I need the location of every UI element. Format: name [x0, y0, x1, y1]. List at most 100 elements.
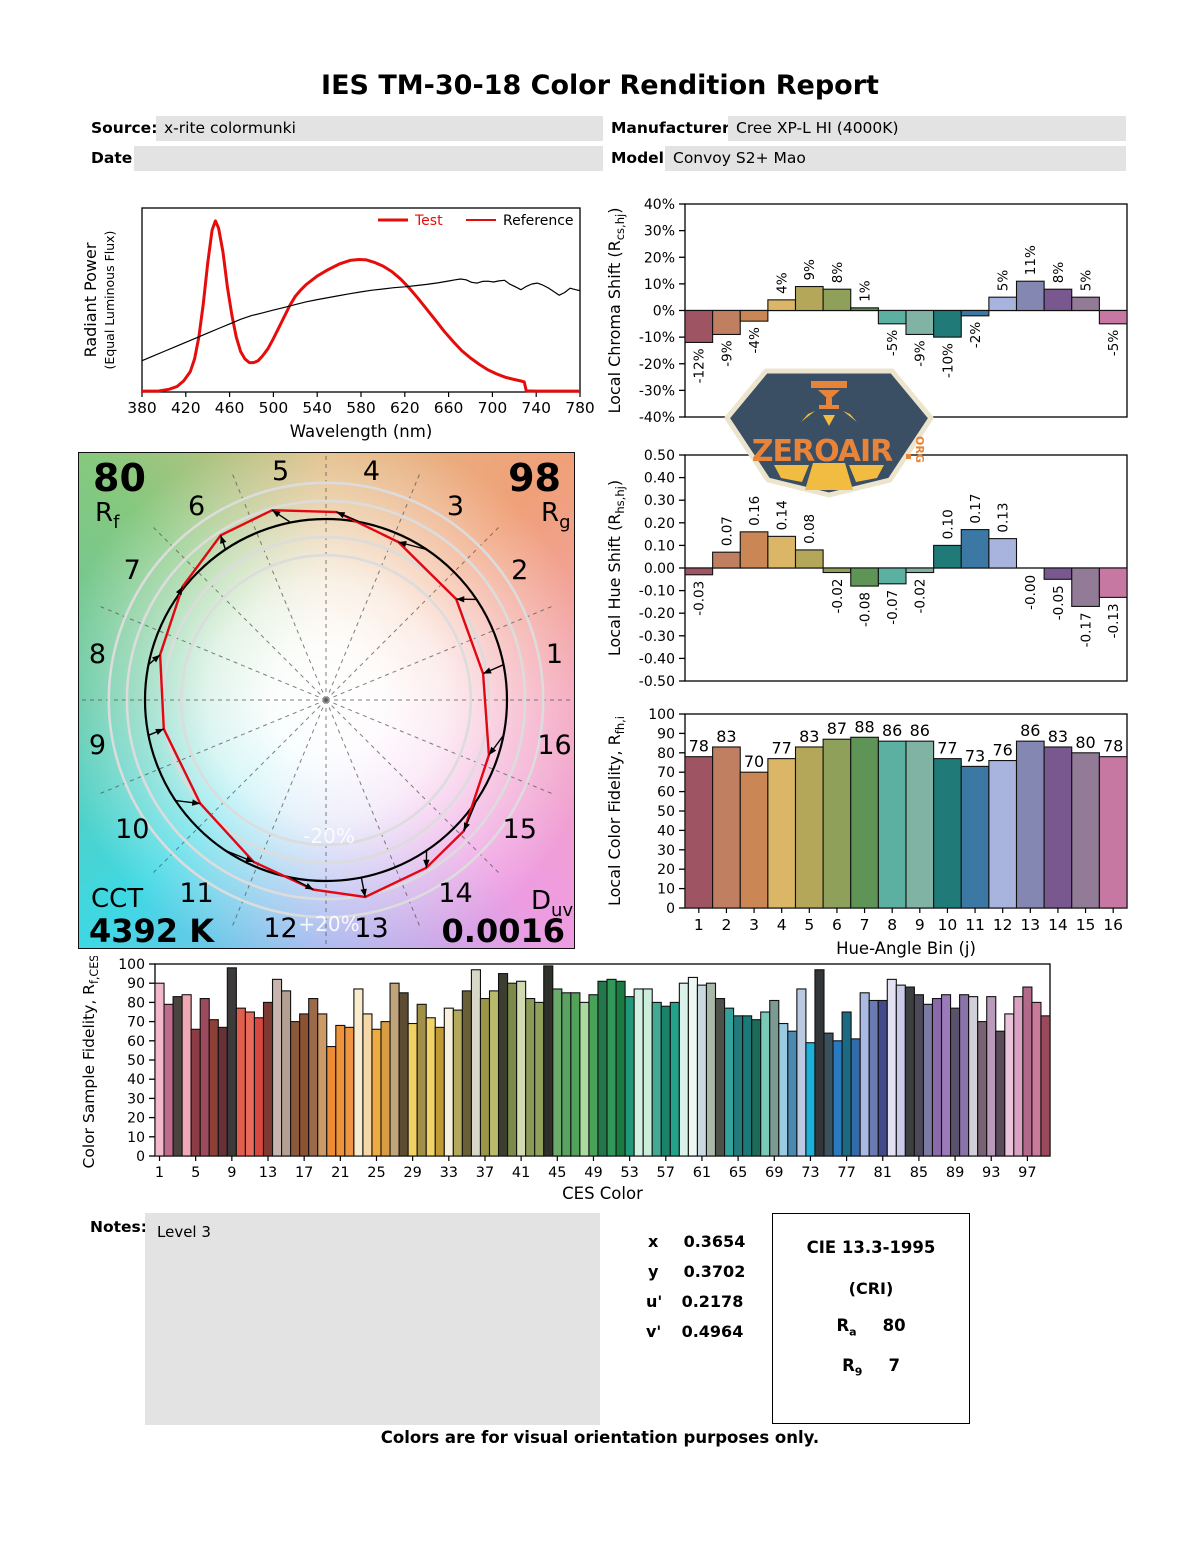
svg-text:5: 5 [272, 456, 289, 487]
svg-text:0.07: 0.07 [719, 516, 735, 546]
svg-text:0.20: 0.20 [644, 516, 675, 532]
chroma-shift-chart: 40% 30% 20% 10% 0% -10% -20% -30% -40% -12% -9% -4%… [605, 197, 1128, 426]
svg-text:9: 9 [915, 916, 925, 934]
cie-ra-value: 80 [882, 1316, 906, 1335]
svg-text:77: 77 [837, 1165, 855, 1181]
svg-text:16: 16 [537, 730, 571, 761]
svg-text:0.30: 0.30 [644, 493, 675, 509]
source-label: Source: [91, 119, 158, 137]
svg-text:-5%: -5% [885, 330, 901, 356]
svg-text:90: 90 [127, 976, 145, 992]
svg-text:5: 5 [804, 916, 814, 934]
svg-text:-20%: -20% [639, 357, 675, 373]
svg-text:10%: 10% [644, 277, 675, 293]
svg-text:-0.20: -0.20 [639, 606, 675, 622]
svg-text:0.08: 0.08 [802, 514, 818, 544]
svg-text:0.13: 0.13 [996, 503, 1012, 533]
svg-text:73: 73 [801, 1165, 819, 1181]
cie-ra-base: R [836, 1316, 850, 1335]
svg-text:20: 20 [127, 1111, 145, 1127]
cie-r9-value: 7 [888, 1356, 900, 1376]
svg-text:6: 6 [832, 916, 842, 934]
svg-text:8: 8 [89, 639, 106, 670]
color-vector-graphic: -20% +20% 1 2 3 4 5 6 7 8 9 10 11 12 13 14 15 16 80 Rf 98 Rg C… [78, 452, 575, 950]
svg-text:-0.08: -0.08 [857, 592, 873, 627]
svg-text:-9%: -9% [913, 340, 929, 366]
svg-text:1: 1 [546, 639, 563, 670]
svg-text:73: 73 [965, 746, 985, 765]
svg-text:4: 4 [363, 456, 380, 487]
flashlight-icon [811, 381, 847, 409]
svg-text:70: 70 [657, 765, 675, 781]
svg-text:CES Color: CES Color [562, 1184, 643, 1203]
svg-text:40: 40 [657, 823, 675, 839]
chromaticity-x-label: x [648, 1232, 659, 1251]
logo-dot [906, 454, 911, 459]
zeroair-logo: ZEROAIR ORG [724, 368, 934, 498]
svg-text:33: 33 [440, 1165, 458, 1181]
chromaticity-x-value: 0.3654 [683, 1232, 746, 1251]
chromaticity-y-label: y [648, 1262, 659, 1281]
svg-text:Radiant Power: Radiant Power [81, 242, 100, 357]
svg-text:5%: 5% [996, 270, 1012, 292]
svg-text:-0.05: -0.05 [1051, 585, 1067, 620]
footer-note: Colors are for visual orientation purpos… [380, 1428, 820, 1447]
notes-value: Level 3 [157, 1223, 211, 1241]
svg-text:Wavelength (nm): Wavelength (nm) [290, 422, 433, 441]
svg-text:20%: 20% [644, 250, 675, 266]
svg-text:86: 86 [882, 721, 902, 740]
svg-text:-5%: -5% [1106, 330, 1122, 356]
svg-text:15: 15 [1076, 916, 1096, 934]
svg-text:+20%: +20% [298, 912, 359, 936]
cie-r9-row: R9 7 [773, 1356, 969, 1378]
svg-text:13: 13 [354, 913, 388, 944]
svg-text:-2%: -2% [968, 322, 984, 348]
svg-text:78: 78 [1103, 737, 1123, 756]
svg-text:83: 83 [1048, 727, 1068, 746]
svg-text:-0.50: -0.50 [639, 674, 675, 690]
model-label: Model: [611, 149, 671, 167]
svg-text:660: 660 [434, 399, 464, 417]
svg-text:29: 29 [403, 1165, 421, 1181]
svg-text:3: 3 [749, 916, 759, 934]
svg-text:780: 780 [565, 399, 595, 417]
svg-text:740: 740 [521, 399, 551, 417]
svg-text:0.17: 0.17 [968, 494, 984, 524]
svg-text:7: 7 [860, 916, 870, 934]
svg-text:0.0016: 0.0016 [442, 912, 565, 947]
svg-text:Color Sample Fidelity, Rf,CESi: Color Sample Fidelity, Rf,CESi [80, 956, 101, 1168]
svg-text:100: 100 [118, 957, 145, 973]
svg-text:10: 10 [115, 814, 149, 845]
svg-text:8%: 8% [1051, 262, 1067, 284]
svg-text:89: 89 [946, 1165, 964, 1181]
chromaticity-v-label: v' [646, 1322, 662, 1341]
svg-text:65: 65 [729, 1165, 747, 1181]
svg-text:14: 14 [438, 878, 472, 909]
svg-text:-0.00: -0.00 [1023, 575, 1039, 610]
cie-ra-sub: a [849, 1325, 857, 1339]
logo-badge-shape [724, 368, 934, 498]
svg-text:3: 3 [447, 491, 464, 522]
svg-text:77: 77 [937, 739, 957, 758]
svg-text:11: 11 [965, 916, 985, 934]
svg-text:7: 7 [124, 555, 141, 586]
svg-text:13: 13 [1020, 916, 1040, 934]
light-rays-icon [801, 411, 857, 426]
svg-text:-0.30: -0.30 [639, 629, 675, 645]
svg-text:4: 4 [777, 916, 787, 934]
chromaticity-v-value: 0.4964 [681, 1322, 744, 1341]
svg-text:10: 10 [938, 916, 958, 934]
svg-text:17: 17 [295, 1165, 313, 1181]
svg-text:Rf: Rf [95, 498, 120, 533]
svg-text:-0.02: -0.02 [913, 579, 929, 614]
svg-text:-0.17: -0.17 [1078, 612, 1094, 647]
svg-text:90: 90 [657, 726, 675, 742]
svg-text:30%: 30% [644, 224, 675, 240]
chromaticity-y-value: 0.3702 [683, 1262, 746, 1281]
svg-text:Test: Test [414, 213, 443, 229]
svg-text:0: 0 [136, 1149, 145, 1165]
svg-text:460: 460 [215, 399, 245, 417]
svg-text:13: 13 [259, 1165, 277, 1181]
